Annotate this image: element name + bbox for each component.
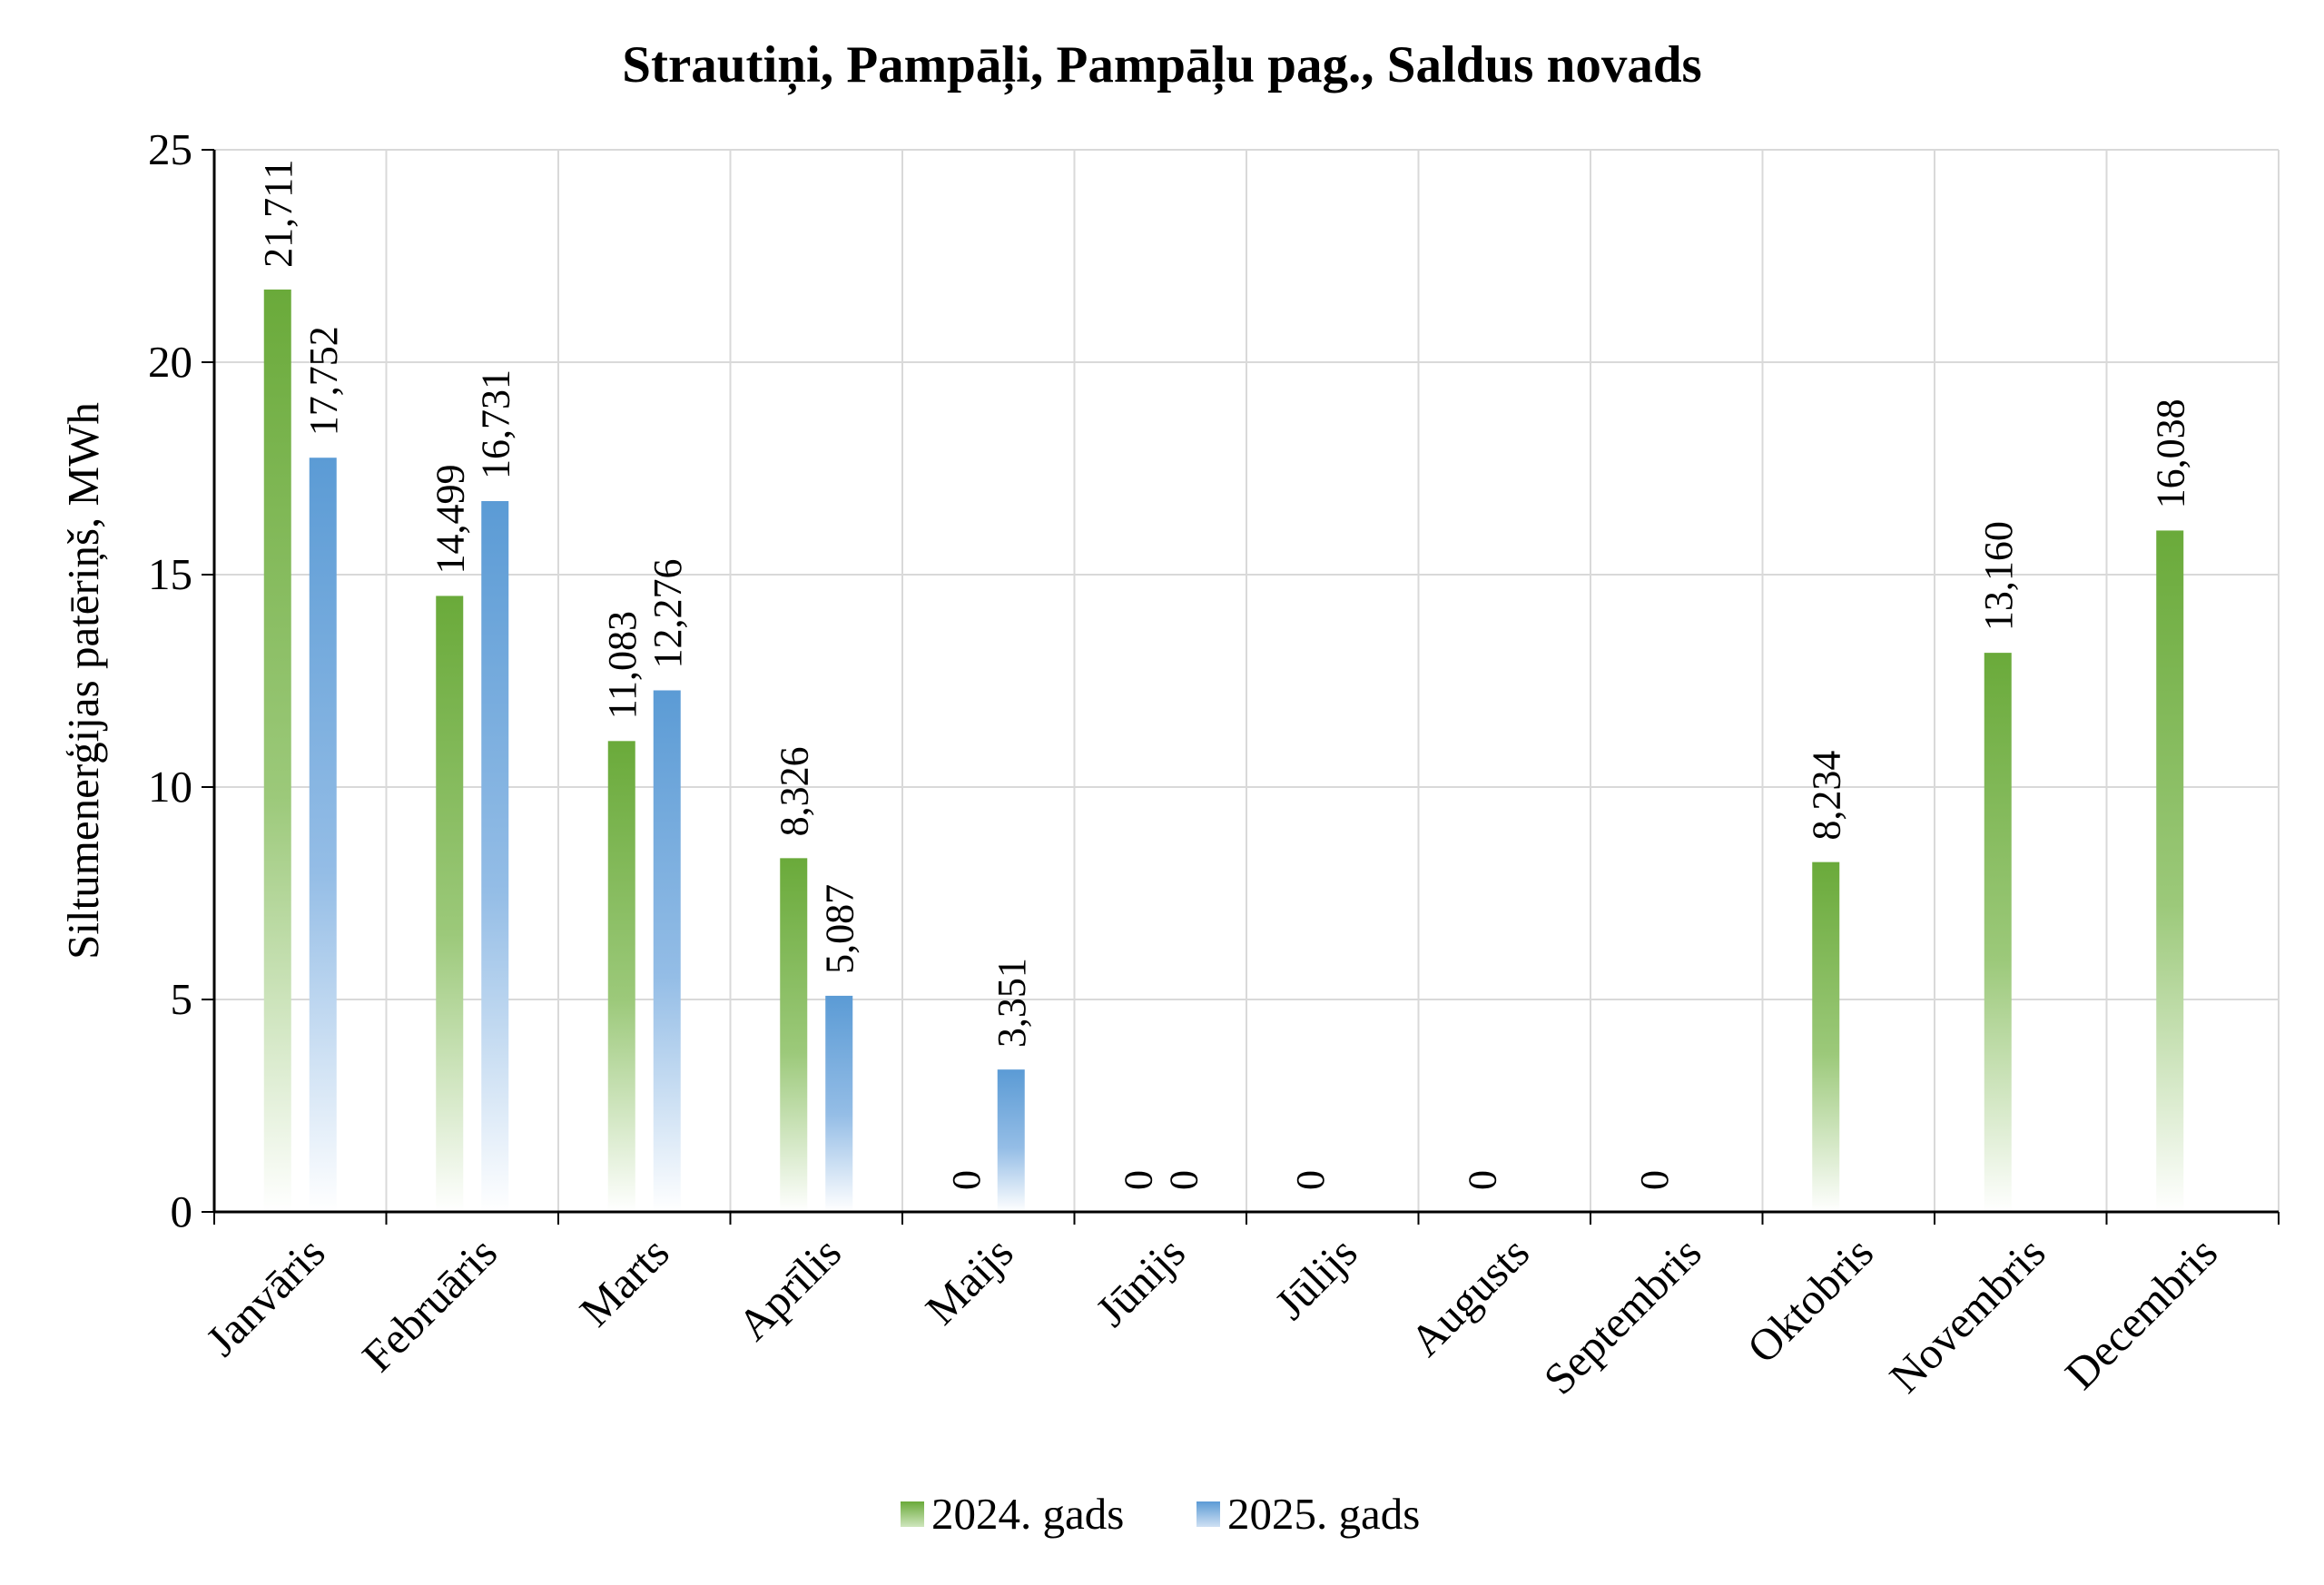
legend: 2024. gads 2025. gads (901, 1489, 1420, 1539)
x-tick-label: Septembris (1534, 1227, 1711, 1404)
data-label: 0 (1116, 1170, 1160, 1190)
bar-2024-februāris (436, 596, 464, 1212)
chart-title: Strautiņi, Pampāļi, Pampāļu pag., Saldus… (622, 36, 1701, 95)
x-tick-label: Maijs (916, 1227, 1023, 1334)
data-label: 5,087 (817, 884, 862, 974)
y-axis-title: Siltumenerģijas patēriņš, MWh (58, 402, 108, 960)
grid-layer (214, 149, 2280, 1212)
data-label: 0 (1288, 1170, 1333, 1190)
x-tick-label: Decembris (2055, 1227, 2227, 1399)
x-tick-label: Aprīlis (728, 1227, 851, 1350)
bar-2025-maijs (997, 1069, 1025, 1212)
legend-swatch-2024 (901, 1501, 924, 1527)
data-label: 11,083 (600, 611, 645, 719)
data-label: 0 (1161, 1170, 1206, 1190)
y-tick-label: 0 (171, 1186, 193, 1236)
x-tick-label: Jūnijs (1086, 1227, 1195, 1336)
data-label: 3,351 (990, 958, 1034, 1048)
y-tick-label: 10 (148, 762, 192, 812)
x-tick-label: Marts (570, 1227, 679, 1336)
bar-2024-novembris (1984, 653, 2012, 1212)
bar-2024-marts (607, 741, 635, 1212)
data-label: 8,234 (1804, 751, 1848, 841)
data-label: 17,752 (301, 326, 346, 436)
bar-2024-janvāris (263, 289, 291, 1213)
bar-2025-februāris (481, 500, 509, 1212)
legend-label-2025: 2025. gads (1227, 1489, 1420, 1539)
bar-2025-marts (653, 690, 681, 1212)
y-tick-label: 5 (171, 974, 193, 1024)
x-tick-label: Augusts (1401, 1227, 1539, 1365)
data-label: 13,160 (1976, 521, 2021, 631)
bars-layer (263, 289, 2184, 1213)
data-label: 0 (1460, 1170, 1504, 1190)
bar-2025-aprīlis (825, 995, 853, 1212)
data-label: 16,731 (473, 369, 517, 479)
x-tick-label: Jūlijs (1265, 1227, 1366, 1329)
data-label: 21,711 (256, 160, 300, 268)
x-tick-label: Janvāris (196, 1227, 334, 1365)
data-label: 8,326 (772, 746, 816, 836)
data-label: 16,038 (2148, 399, 2192, 508)
y-tick-label: 15 (148, 549, 192, 599)
x-tick-label: Februāris (352, 1227, 507, 1382)
data-label: 0 (944, 1170, 989, 1190)
bar-2024-decembris (2156, 530, 2184, 1212)
bar-2025-janvāris (309, 458, 337, 1212)
x-tick-label: Oktobris (1738, 1227, 1883, 1373)
data-label: 14,499 (428, 464, 472, 574)
bar-2024-aprīlis (780, 858, 808, 1212)
y-tick-label: 20 (148, 337, 192, 387)
legend-label-2024: 2024. gads (931, 1489, 1124, 1539)
data-label: 12,276 (645, 558, 690, 668)
bar-2024-oktobris (1812, 861, 1840, 1212)
legend-swatch-2025 (1196, 1501, 1220, 1527)
axes-layer: 0 5 10 15 20 25 Janvāris Februāris Marts Aprīlis M… (148, 124, 2280, 1404)
x-tick-label: Novembris (1880, 1227, 2055, 1403)
y-tick-label: 25 (148, 124, 192, 174)
data-label: 0 (1632, 1170, 1677, 1190)
